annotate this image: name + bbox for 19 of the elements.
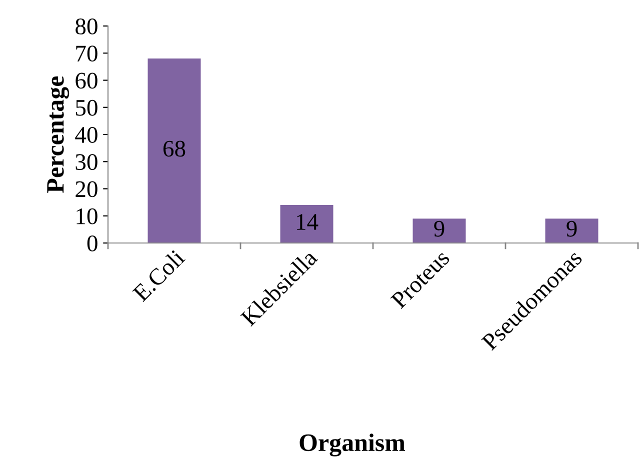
x-axis-title: Organism [300, 434, 406, 456]
y-tick-label: 30 [76, 154, 98, 170]
y-tick-label: 10 [76, 208, 98, 224]
y-tick-label: 40 [75, 126, 98, 143]
y-tick-label: 60 [76, 72, 98, 89]
data-label: 9 [566, 220, 577, 237]
y-tick-label: 70 [76, 46, 98, 62]
bar [412, 218, 466, 243]
data-label: 9 [434, 220, 444, 237]
bar [545, 218, 598, 243]
data-label: 14 [297, 214, 318, 230]
y-tick-label: 0 [87, 235, 98, 252]
y-tick-label: 80 [76, 18, 98, 34]
y-tick-label: 20 [76, 181, 98, 198]
bar [280, 205, 334, 243]
y-axis-title: Percentage [47, 76, 70, 193]
bar [148, 58, 201, 243]
y-tick-label: 50 [76, 100, 98, 116]
data-label: 68 [163, 140, 186, 157]
